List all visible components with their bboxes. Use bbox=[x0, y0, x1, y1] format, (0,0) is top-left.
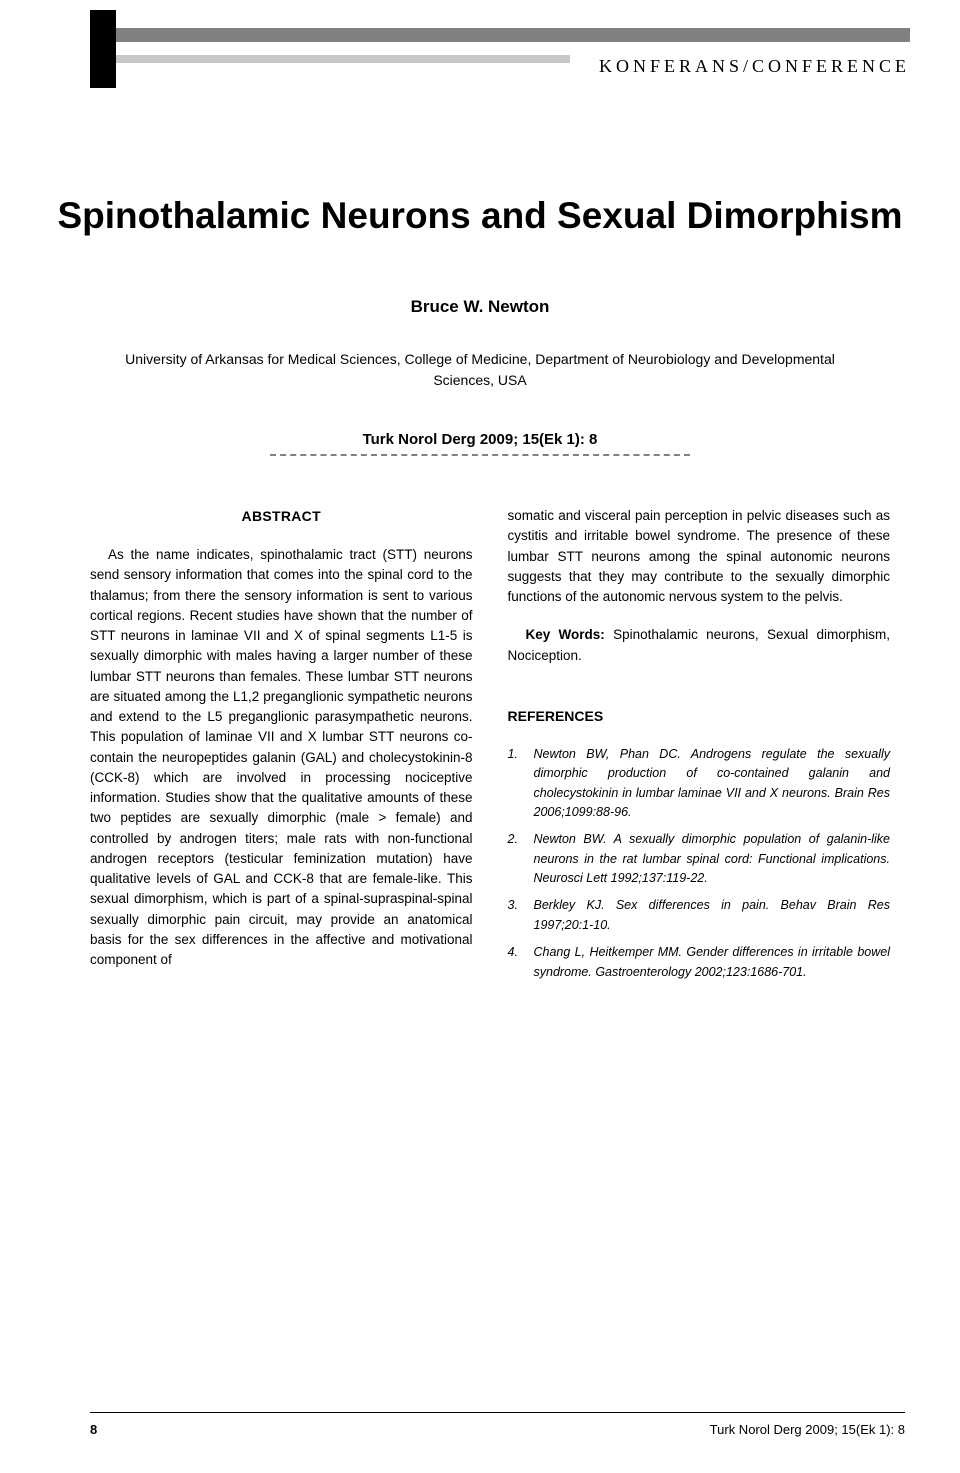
reference-item: 4.Chang L, Heitkemper MM. Gender differe… bbox=[508, 943, 891, 982]
article-title: Spinothalamic Neurons and Sexual Dimorph… bbox=[0, 195, 960, 237]
keywords-line: Key Words: Spinothalamic neurons, Sexual… bbox=[508, 625, 891, 666]
page-number: 8 bbox=[90, 1422, 97, 1437]
citation-line: Turk Norol Derg 2009; 15(Ek 1): 8 bbox=[0, 431, 960, 448]
reference-number: 2. bbox=[508, 830, 534, 888]
reference-text: Newton BW. A sexually dimorphic populati… bbox=[534, 830, 891, 888]
reference-text: Berkley KJ. Sex differences in pain. Beh… bbox=[534, 896, 891, 935]
references-heading: REFERENCES bbox=[508, 706, 891, 727]
abstract-heading: ABSTRACT bbox=[90, 506, 473, 527]
right-column: somatic and visceral pain perception in … bbox=[508, 506, 891, 990]
abstract-continuation: somatic and visceral pain perception in … bbox=[508, 506, 891, 607]
page-footer: 8 Turk Norol Derg 2009; 15(Ek 1): 8 bbox=[90, 1422, 905, 1437]
footer-citation: Turk Norol Derg 2009; 15(Ek 1): 8 bbox=[710, 1422, 905, 1437]
reference-list: 1.Newton BW, Phan DC. Androgens regulate… bbox=[508, 745, 891, 982]
section-tag: KONFERANS/CONFERENCE bbox=[599, 56, 910, 77]
abstract-body: As the name indicates, spinothalamic tra… bbox=[90, 545, 473, 970]
content-columns: ABSTRACT As the name indicates, spinotha… bbox=[0, 506, 960, 990]
footer-rule bbox=[90, 1412, 905, 1413]
light-horizontal-bar bbox=[110, 55, 570, 63]
left-column: ABSTRACT As the name indicates, spinotha… bbox=[90, 506, 473, 990]
reference-number: 1. bbox=[508, 745, 534, 823]
author-affiliation: University of Arkansas for Medical Scien… bbox=[0, 349, 960, 391]
reference-item: 1.Newton BW, Phan DC. Androgens regulate… bbox=[508, 745, 891, 823]
reference-item: 3.Berkley KJ. Sex differences in pain. B… bbox=[508, 896, 891, 935]
dark-horizontal-bar bbox=[110, 28, 910, 42]
reference-text: Newton BW, Phan DC. Androgens regulate t… bbox=[534, 745, 891, 823]
dashed-rule bbox=[270, 454, 690, 456]
author-name: Bruce W. Newton bbox=[0, 297, 960, 317]
black-vertical-block bbox=[90, 10, 116, 88]
reference-number: 4. bbox=[508, 943, 534, 982]
keywords-label: Key Words: bbox=[526, 627, 605, 642]
reference-item: 2.Newton BW. A sexually dimorphic popula… bbox=[508, 830, 891, 888]
reference-text: Chang L, Heitkemper MM. Gender differenc… bbox=[534, 943, 891, 982]
reference-number: 3. bbox=[508, 896, 534, 935]
